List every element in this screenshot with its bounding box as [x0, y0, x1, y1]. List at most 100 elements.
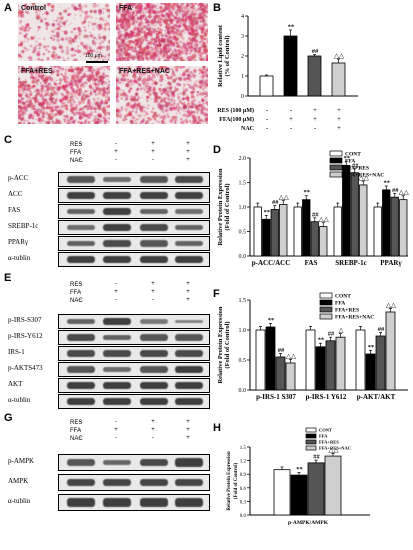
micrograph-label: FFA+RES: [21, 68, 53, 75]
treatment-row-label: FFA: [70, 428, 82, 434]
bar: [335, 336, 346, 391]
significance-mark: ##: [328, 331, 335, 338]
treatment-sign: +: [186, 281, 190, 287]
significance-mark: ##: [378, 326, 385, 333]
blot-band: [175, 365, 203, 374]
treatment-sign: +: [151, 141, 155, 147]
chart-b: 0 1 2 3 4 Relative Lipid content (% of Control…: [217, 14, 358, 132]
legend-swatch: [319, 306, 333, 313]
blot-band: [67, 459, 95, 466]
bar: [270, 209, 279, 257]
treatment-sign: +: [114, 149, 118, 155]
significance-mark: ##: [392, 187, 399, 194]
blot-row-label: SREBP-1c: [8, 221, 39, 230]
category-label: PPARγ: [380, 259, 402, 267]
y-axis-label-line: (Fold of Control): [224, 321, 231, 368]
blot-strip: [58, 494, 210, 511]
blot-band: [175, 176, 203, 183]
treatment-sign: +: [114, 427, 118, 433]
treatment-sign: -: [115, 297, 117, 303]
treatment-sign: -: [152, 297, 154, 303]
treatment-sign: +: [186, 141, 190, 147]
y-tick-label: 1.5: [239, 298, 247, 304]
treatment-sign: -: [115, 141, 117, 147]
significance-mark: **: [268, 317, 275, 324]
y-tick-label: 1.0: [239, 328, 247, 334]
treatment-sign: -: [314, 124, 317, 132]
blot-band: [140, 498, 168, 507]
blot-band: [103, 177, 131, 182]
significance-mark: ##: [313, 454, 320, 461]
significance-mark: △△: [286, 353, 296, 360]
legend-swatch: [319, 313, 333, 320]
treatment-sign: +: [313, 106, 317, 114]
treatment-header: RES - - + + FFA - + + + NAC - - - +: [8, 281, 208, 312]
blot-band: [175, 397, 203, 406]
blot-band: [175, 209, 203, 214]
blot-row-label: p-AKTS473: [8, 363, 43, 372]
blot-band: [67, 498, 95, 507]
blot-band: [103, 240, 131, 247]
significance-mark: △△: [329, 447, 339, 454]
blot-strip: [58, 394, 210, 409]
legend-swatch: [305, 445, 317, 451]
legend-swatch: [329, 157, 343, 164]
treatment-sign: +: [186, 297, 190, 303]
bar: [310, 221, 319, 257]
category-label: p-ACC/ACC: [252, 259, 291, 267]
blot-band: [103, 381, 131, 390]
blot-band: [175, 498, 203, 507]
significance-mark: △△: [334, 53, 344, 60]
category-label: p-IRS-1 Y612: [306, 393, 347, 401]
y-axis-label-line: Relative Protein Expression: [217, 168, 224, 245]
treatment-sign: +: [186, 289, 190, 295]
legend-swatch: [329, 164, 343, 171]
western-blot-g: RES - - + + FFA - + + + NAC - - - + p-AMPK AMPK α-tublin: [8, 419, 210, 548]
bar: [285, 362, 296, 391]
bar: [325, 340, 336, 391]
bar: [293, 206, 302, 257]
blot-band: [67, 381, 95, 390]
treatment-row-label: NAC: [70, 436, 83, 442]
y-tick-label: 1.0: [239, 205, 247, 211]
micrograph-2: FFA: [116, 3, 208, 61]
category-label: FAS: [305, 259, 318, 267]
western-blot-c: RES - - + + FFA - + + + NAC - - - + p-ACC ACC FAS SREBP-1c…: [8, 141, 210, 272]
treatment-sign: +: [186, 419, 190, 425]
treatment-sign: +: [114, 289, 118, 295]
treatment-header: RES - - + + FFA - + + + NAC - - - +: [8, 141, 208, 172]
treatment-sign: +: [186, 149, 190, 155]
significance-mark: △△: [386, 302, 396, 309]
blot-band: [175, 240, 203, 247]
blot-band: [67, 225, 95, 230]
significance-mark: △△: [359, 175, 369, 182]
bar: [307, 462, 325, 516]
bar: [399, 199, 408, 257]
panel-label-d: D: [213, 144, 221, 156]
treatment-sign: -: [79, 141, 81, 147]
blot-strip: [58, 220, 210, 235]
bar: [262, 218, 271, 257]
treatment-sign: -: [266, 124, 269, 132]
legend-swatch: [329, 150, 343, 157]
legend-label: FFA+RES+NAC: [345, 173, 384, 179]
bar: [253, 206, 262, 257]
blot-strip: [58, 188, 210, 203]
blot-band: [67, 350, 95, 357]
blot-band: [103, 350, 131, 357]
blot-band: [175, 319, 203, 324]
blot-band: [67, 318, 95, 325]
y-tick-label: 0: [241, 94, 244, 100]
bar: [365, 353, 376, 391]
blot-band: [140, 350, 168, 357]
blot-row-label: IRS-1: [8, 347, 25, 356]
treatment-row-label: RES: [70, 420, 83, 426]
legend-swatch: [329, 171, 343, 178]
bar: [273, 469, 291, 516]
legend-label: FFA+RES+NAC: [319, 446, 351, 451]
legend-label: FFA: [335, 301, 345, 307]
bar: [265, 326, 276, 391]
treatment-row-label: NAC: [70, 298, 83, 304]
treatment-header: RES - - + + FFA - + + + NAC - - - +: [8, 419, 208, 450]
blot-band: [67, 366, 95, 373]
